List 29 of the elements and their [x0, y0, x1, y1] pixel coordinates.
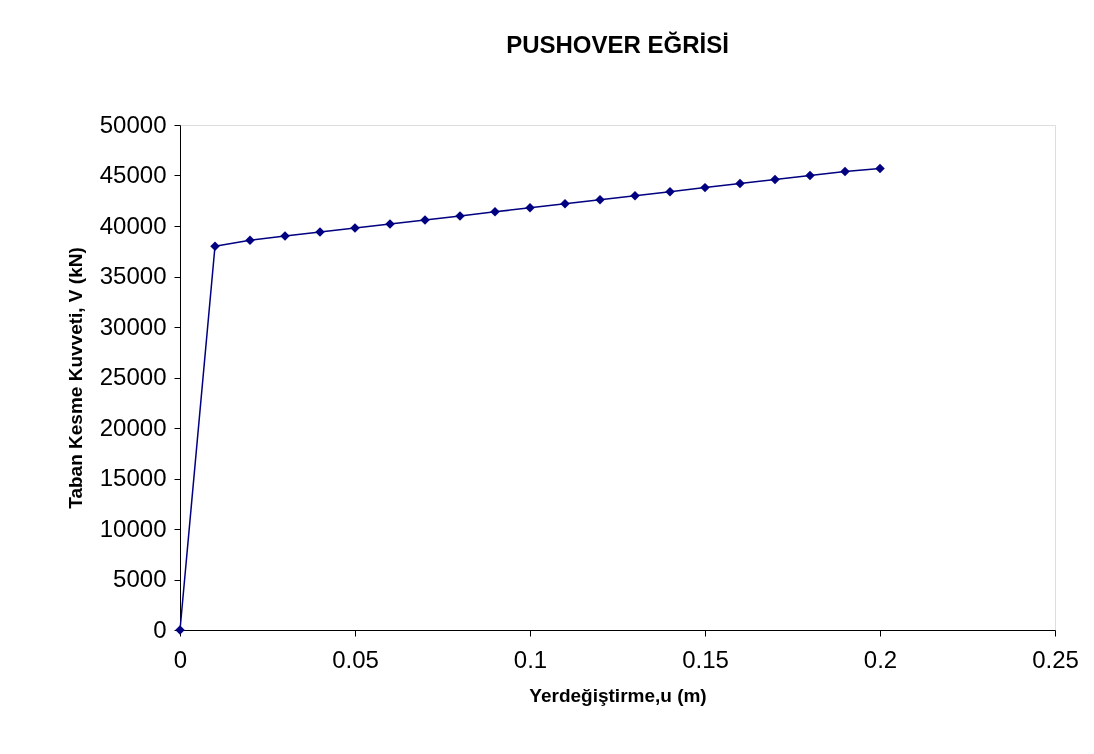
y-tick-label: 10000 [99, 514, 167, 542]
y-tick-label: 30000 [99, 312, 167, 340]
y-tick-label: 50000 [99, 110, 167, 138]
y-tick-label: 25000 [99, 363, 167, 390]
x-tick-label: 0 [173, 645, 188, 673]
x-axis-title: Yerdeğiştirme,u (m) [529, 684, 707, 706]
x-tick-label: 0.2 [863, 645, 898, 673]
y-tick-label: 20000 [99, 413, 167, 441]
y-tick-label: 35000 [99, 262, 167, 289]
chart-title: PUSHOVER EĞRİSİ [506, 31, 729, 58]
point [735, 178, 745, 189]
point [875, 163, 885, 174]
point [630, 190, 640, 201]
y-tick-label: 40000 [99, 211, 167, 239]
y-axis-title: Taban Kesme Kuvveti, V (kN) [64, 247, 86, 509]
y-tick-label: 45000 [99, 161, 167, 188]
point [700, 182, 710, 193]
y-tick-label: 5000 [113, 565, 167, 592]
x-tick-label: 0.05 [332, 645, 379, 673]
point [840, 166, 850, 177]
point [595, 195, 605, 205]
point [805, 170, 815, 181]
y-tick-label: 0 [153, 615, 167, 643]
point [665, 186, 675, 197]
point [770, 174, 780, 185]
x-tick-label: 0.15 [682, 645, 729, 673]
y-tick-label: 15000 [99, 464, 167, 491]
x-tick-label: 0.1 [513, 645, 548, 673]
x-tick-label: 0.25 [1032, 645, 1079, 673]
